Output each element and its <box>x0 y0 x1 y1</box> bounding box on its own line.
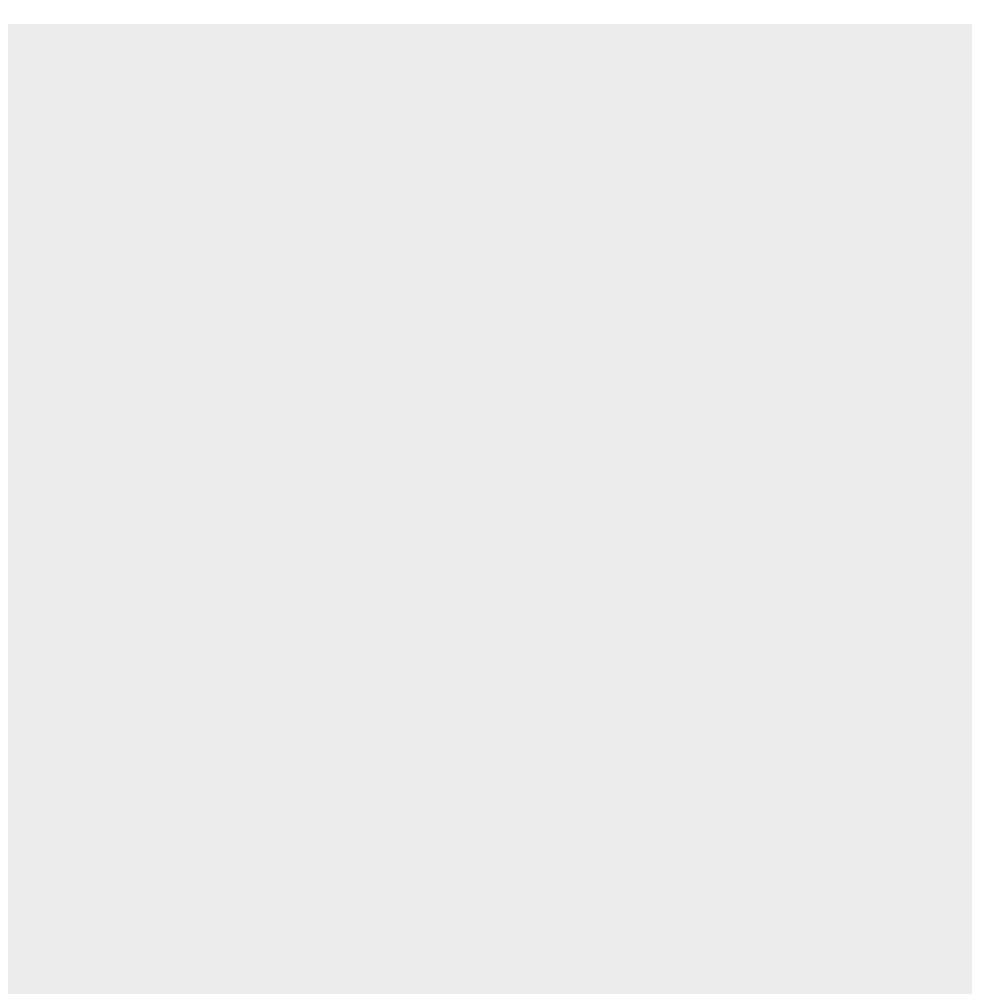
word-cloud <box>8 24 972 994</box>
